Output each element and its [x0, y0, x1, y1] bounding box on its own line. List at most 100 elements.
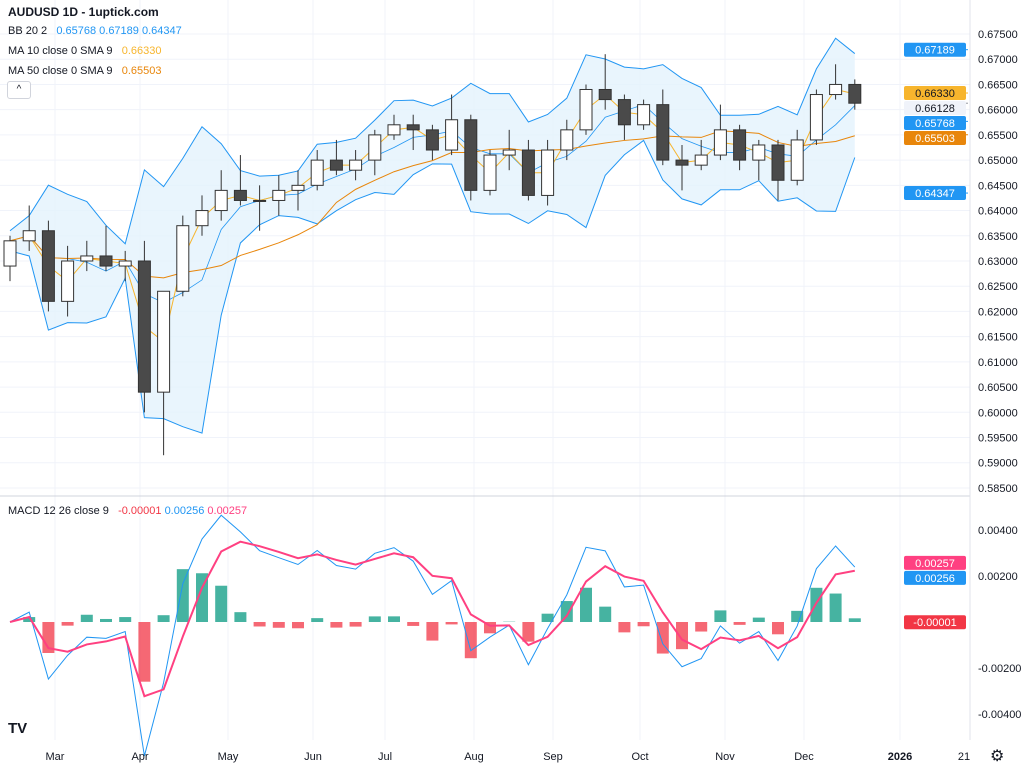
macd-histogram-bar: [234, 612, 247, 622]
candle-body: [195, 210, 209, 227]
macd-histogram-bar: [580, 587, 592, 622]
macd-histogram-bar: [560, 601, 573, 622]
candle-body: [771, 144, 785, 181]
macd-histogram-bar: [138, 622, 151, 682]
time-axis-label: 21: [958, 751, 970, 763]
macd-badge-label: 0.00256: [915, 573, 955, 585]
macd-histogram-bar: [676, 622, 688, 650]
candle-body: [291, 184, 305, 191]
candle-body: [349, 159, 363, 171]
time-axis-label: Jun: [304, 751, 322, 763]
macd-histogram-bar: [637, 622, 650, 627]
macd-histogram-bar: [714, 610, 727, 622]
macd-line-value: 0.00256: [164, 505, 205, 517]
candle-body: [790, 139, 804, 181]
price-tick-label: 0.59000: [978, 458, 1018, 470]
macd-histogram-bar: [272, 622, 285, 628]
macd-histogram-bar: [733, 622, 746, 625]
time-axis-label: Mar: [46, 751, 65, 763]
price-tick-label: 0.59500: [978, 433, 1018, 445]
macd-histogram-bar: [311, 618, 324, 622]
macd-histogram-bar: [752, 617, 765, 622]
macd-histogram-bar: [42, 622, 55, 653]
ma10-value: 0.66330: [121, 45, 162, 57]
price-tick-label: 0.64000: [978, 206, 1018, 218]
macd-line: [9, 514, 856, 757]
bb-basis: 0.65768: [56, 25, 97, 37]
macd-tick-label: 0.00400: [978, 525, 1018, 537]
price-badge: [904, 86, 966, 101]
time-axis-label: Jul: [378, 751, 392, 763]
macd-histogram-bar: [61, 622, 74, 626]
time-axis-label: 2026: [888, 751, 912, 763]
candle-body: [368, 134, 382, 161]
candle-body: [118, 260, 132, 267]
price-tick-label: 0.67500: [978, 29, 1018, 41]
macd-histogram-bar: [253, 622, 266, 627]
price-tick-label: 0.62500: [978, 281, 1018, 293]
candle-body: [22, 230, 36, 242]
macd-histogram-bar: [368, 616, 381, 622]
candle-body: [41, 230, 55, 302]
candle-body: [464, 119, 478, 191]
macd-histogram-bar: [772, 622, 784, 635]
candle-body: [560, 129, 574, 151]
candle-body: [598, 88, 612, 101]
candle-body: [425, 129, 439, 151]
candle-body: [80, 255, 94, 262]
macd-histogram-bar: [541, 613, 554, 622]
legend-macd[interactable]: MACD 12 26 close 9 -0.00001 0.00256 0.00…: [8, 505, 247, 517]
price-badge-label: 0.66330: [915, 88, 955, 100]
price-tick-label: 0.66500: [978, 79, 1018, 91]
price-tick-label: 0.63000: [978, 256, 1018, 268]
legend-ma10[interactable]: MA 10 close 0 SMA 9 0.66330: [8, 45, 162, 57]
ma10-label: MA 10 close 0 SMA 9: [8, 45, 113, 57]
candle-body: [675, 159, 689, 166]
candle-body: [3, 240, 17, 267]
candle-body: [445, 119, 459, 151]
candle-body: [752, 144, 766, 161]
price-tick-label: 0.61000: [978, 357, 1018, 369]
gear-icon[interactable]: ⚙: [990, 748, 1005, 765]
price-badge: [904, 131, 966, 146]
candle-body: [329, 159, 343, 171]
time-axis-label: Oct: [631, 751, 648, 763]
price-tick-label: 0.66000: [978, 105, 1018, 117]
macd-histogram-bar: [100, 618, 112, 622]
candle-body: [829, 83, 843, 96]
legend-bb[interactable]: BB 20 2 0.65768 0.67189 0.64347: [8, 25, 182, 37]
candle-body: [521, 149, 535, 196]
macd-histogram-bar: [618, 622, 631, 633]
collapse-legend-button[interactable]: ^: [7, 81, 31, 99]
candle-body: [733, 129, 747, 161]
candle-body: [541, 149, 555, 196]
legend-ma50[interactable]: MA 50 close 0 SMA 9 0.65503: [8, 65, 162, 77]
macd-histogram-bar: [484, 622, 496, 634]
price-badge-label: 0.66128: [915, 103, 955, 115]
macd-histogram-bar: [656, 622, 669, 654]
price-badge: [904, 101, 966, 116]
price-tick-label: 0.58500: [978, 483, 1018, 495]
candle-body: [656, 104, 670, 161]
macd-hist-value: -0.00001: [118, 505, 162, 517]
macd-signal-line: [9, 540, 855, 698]
price-badge: [904, 42, 966, 57]
ma50-value: 0.65503: [121, 65, 162, 77]
candle-body: [99, 255, 113, 267]
candle-body: [579, 88, 593, 131]
macd-histogram-bar: [464, 622, 477, 659]
price-tick-label: 0.61500: [978, 332, 1018, 344]
macd-tick-label: -0.00400: [978, 709, 1021, 721]
price-badge-label: 0.65503: [915, 133, 955, 145]
bb-upper: 0.67189: [99, 25, 139, 37]
bollinger-band-fill: [10, 38, 855, 434]
price-tick-label: 0.63500: [978, 231, 1018, 243]
tradingview-logo[interactable]: TV: [8, 720, 28, 737]
macd-badge: [904, 570, 966, 585]
macd-histogram-bar: [80, 614, 93, 622]
ma50-label: MA 50 close 0 SMA 9: [8, 65, 113, 77]
macd-signal-value: 0.00257: [207, 505, 248, 517]
macd-histogram-bar: [330, 622, 343, 628]
macd-histogram-bar: [848, 618, 861, 622]
